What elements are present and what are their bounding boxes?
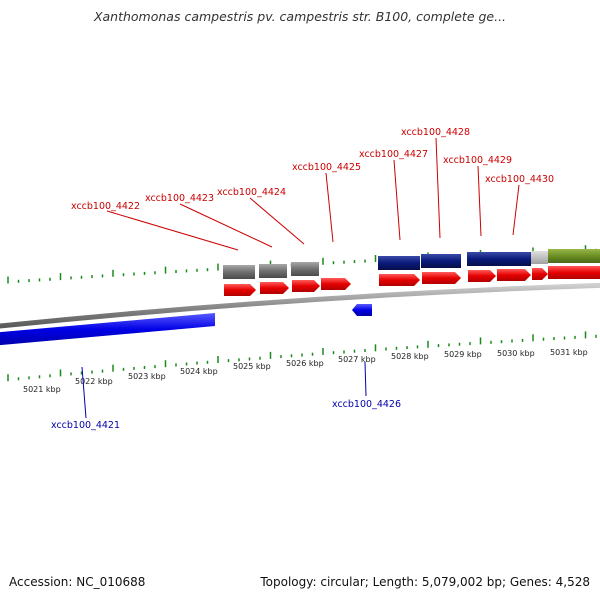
scale-label: 5029 kbp: [444, 350, 482, 359]
callout-line: [512, 184, 520, 236]
gene-label-xccb100_4428[interactable]: xccb100_4428: [401, 127, 470, 138]
reverse-gene-track: [0, 304, 372, 346]
gene-arrow-xccb100_4426[interactable]: [352, 304, 372, 316]
cds-block[interactable]: [467, 252, 531, 266]
gene-arrow-xccb100_4421[interactable]: [0, 313, 215, 346]
cds-block[interactable]: [223, 265, 255, 279]
genome-backbone: [0, 282, 600, 329]
gene-label-xccb100_4421[interactable]: xccb100_4421: [51, 420, 120, 431]
gene-arrow-xccb100_4424[interactable]: [292, 280, 320, 292]
cds-track: [223, 249, 600, 279]
gene-arrow-xccb100_4429[interactable]: [468, 270, 496, 282]
gene-arrow-xccb100_4430[interactable]: [497, 269, 531, 281]
gene-arrow-xccb100_4425[interactable]: [321, 278, 351, 290]
gene-label-xccb100_4430[interactable]: xccb100_4430: [485, 174, 554, 185]
scale-label: 5024 kbp: [180, 367, 218, 376]
gene-arrow[interactable]: [548, 266, 600, 279]
scale-label: 5031 kbp: [550, 348, 588, 357]
forward-gene-track: [224, 266, 600, 296]
cds-block[interactable]: [291, 262, 319, 276]
scale-label: 5023 kbp: [128, 372, 166, 381]
cds-block[interactable]: [259, 264, 287, 278]
callout-line: [364, 361, 367, 397]
genome-summary-text: Topology: circular; Length: 5,079,002 bp…: [260, 575, 590, 589]
cds-block[interactable]: [421, 254, 461, 268]
accession-text: Accession: NC_010688: [9, 575, 146, 589]
gene-arrow-xccb100_4423[interactable]: [260, 282, 289, 294]
scale-label: 5021 kbp: [23, 385, 61, 394]
callout-line: [179, 203, 273, 248]
callout-line: [393, 159, 401, 241]
gene-arrow[interactable]: [532, 268, 548, 280]
gene-label-xccb100_4423[interactable]: xccb100_4423: [145, 193, 214, 204]
gene-arrow-xccb100_4422[interactable]: [224, 284, 256, 296]
gene-label-xccb100_4426[interactable]: xccb100_4426: [332, 399, 401, 410]
scale-labels: 5021 kbp 5022 kbp 5023 kbp 5024 kbp 5025…: [23, 348, 588, 394]
scale-label: 5026 kbp: [286, 359, 324, 368]
scale-label: 5027 kbp: [338, 355, 376, 364]
gene-label-xccb100_4422[interactable]: xccb100_4422: [71, 201, 140, 212]
scale-label: 5030 kbp: [497, 349, 535, 358]
scale-label: 5028 kbp: [391, 352, 429, 361]
callout-line: [106, 210, 239, 251]
scale-label: 5022 kbp: [75, 377, 113, 386]
inner-tick-ring: [7, 331, 597, 382]
callout-lines: [81, 137, 520, 419]
cds-block[interactable]: [531, 251, 548, 264]
gene-arrow-xccb100_4427[interactable]: [379, 274, 420, 286]
cds-block[interactable]: [548, 249, 600, 263]
callout-line: [249, 197, 305, 245]
callout-line: [81, 366, 87, 419]
callout-line: [477, 165, 482, 237]
gene-label-xccb100_4427[interactable]: xccb100_4427: [359, 149, 428, 160]
gene-label-xccb100_4424[interactable]: xccb100_4424: [217, 187, 286, 198]
scale-label: 5025 kbp: [233, 362, 271, 371]
cds-block[interactable]: [378, 256, 420, 270]
callout-line: [325, 172, 334, 243]
gene-label-xccb100_4429[interactable]: xccb100_4429: [443, 155, 512, 166]
gene-labels: xccb100_4422 xccb100_4423 xccb100_4424 x…: [51, 127, 554, 431]
gene-label-xccb100_4425[interactable]: xccb100_4425: [292, 162, 361, 173]
map-title: Xanthomonas campestris pv. campestris st…: [93, 9, 507, 24]
gene-arrow-xccb100_4428[interactable]: [422, 272, 461, 284]
callout-line: [435, 137, 441, 239]
